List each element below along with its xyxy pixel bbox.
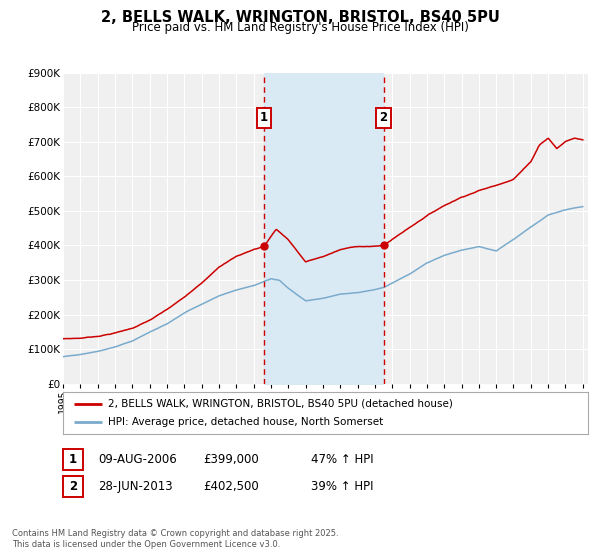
Text: 2, BELLS WALK, WRINGTON, BRISTOL, BS40 5PU (detached house): 2, BELLS WALK, WRINGTON, BRISTOL, BS40 5… bbox=[107, 399, 452, 409]
Text: 2: 2 bbox=[69, 480, 77, 493]
Text: £399,000: £399,000 bbox=[203, 453, 259, 466]
Text: 2: 2 bbox=[379, 111, 388, 124]
Text: 1: 1 bbox=[260, 111, 268, 124]
Text: Price paid vs. HM Land Registry's House Price Index (HPI): Price paid vs. HM Land Registry's House … bbox=[131, 21, 469, 34]
Text: HPI: Average price, detached house, North Somerset: HPI: Average price, detached house, Nort… bbox=[107, 417, 383, 427]
Text: Contains HM Land Registry data © Crown copyright and database right 2025.
This d: Contains HM Land Registry data © Crown c… bbox=[12, 529, 338, 549]
Text: 28-JUN-2013: 28-JUN-2013 bbox=[98, 480, 172, 493]
Text: 47% ↑ HPI: 47% ↑ HPI bbox=[311, 453, 373, 466]
Text: 39% ↑ HPI: 39% ↑ HPI bbox=[311, 480, 373, 493]
Text: 1: 1 bbox=[69, 453, 77, 466]
Text: 2, BELLS WALK, WRINGTON, BRISTOL, BS40 5PU: 2, BELLS WALK, WRINGTON, BRISTOL, BS40 5… bbox=[101, 10, 499, 25]
Text: £402,500: £402,500 bbox=[203, 480, 259, 493]
Text: 09-AUG-2006: 09-AUG-2006 bbox=[98, 453, 176, 466]
